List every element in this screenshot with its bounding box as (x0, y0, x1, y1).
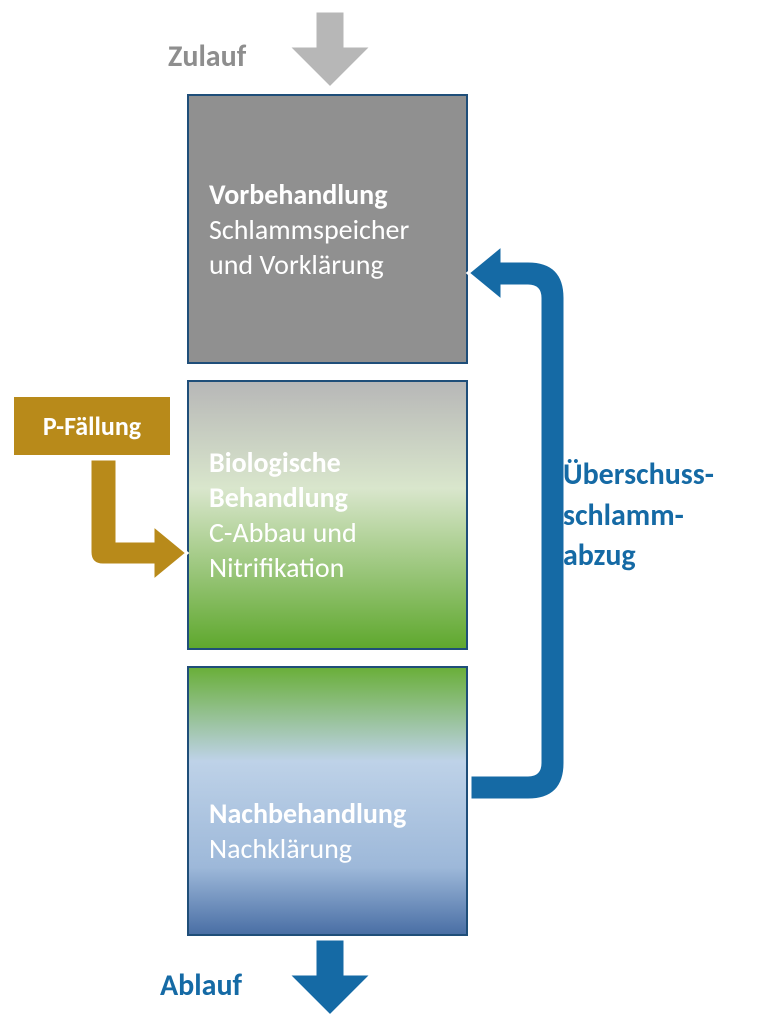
return-arrow-icon (460, 215, 570, 825)
return-label-line1: Überschuss- (563, 455, 714, 496)
posttreatment-box: Nachbehandlung Nachklärung (187, 666, 468, 936)
posttreatment-title: Nachbehandlung (209, 796, 446, 831)
posttreatment-subtitle1: Nachklärung (209, 831, 446, 866)
pretreatment-box: Vorbehandlung Schlammspeicher und Vorklä… (187, 94, 468, 364)
return-label: Überschuss- schlamm- abzug (563, 455, 714, 577)
biological-subtitle2: Nitrifikation (209, 550, 446, 585)
zulauf-arrow-icon (280, 6, 380, 94)
return-label-line2: schlamm- (563, 496, 714, 537)
p-arrow-icon (85, 455, 195, 585)
diagram-canvas: Zulauf Vorbehandlung Schlammspeicher und… (0, 0, 768, 1024)
pretreatment-title: Vorbehandlung (209, 177, 446, 212)
pretreatment-subtitle2: und Vorklärung (209, 247, 446, 282)
biological-subtitle1: C-Abbau und (209, 515, 446, 550)
ablauf-label: Ablauf (160, 967, 242, 1004)
p-faellung-box: P-Fällung (12, 395, 172, 457)
return-label-line3: abzug (563, 536, 714, 577)
zulauf-label: Zulauf (168, 38, 246, 75)
biological-title1: Biologische (209, 445, 446, 480)
p-faellung-text: P-Fällung (43, 410, 141, 442)
pretreatment-subtitle1: Schlammspeicher (209, 212, 446, 247)
biological-box: Biologische Behandlung C-Abbau und Nitri… (187, 380, 468, 650)
biological-title2: Behandlung (209, 480, 446, 515)
ablauf-arrow-icon (280, 934, 380, 1022)
